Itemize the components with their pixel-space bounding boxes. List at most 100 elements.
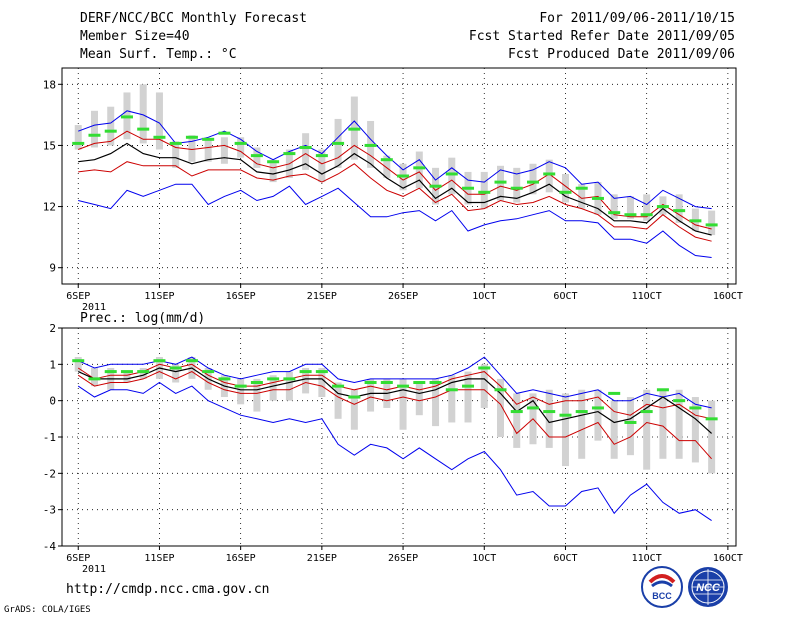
prec-x-tick-label: 16SEP bbox=[226, 553, 256, 564]
prec-max-line bbox=[77, 356, 712, 409]
prec-mean-mark bbox=[283, 377, 296, 381]
temp-spread-box bbox=[318, 149, 326, 183]
temp-spread-box bbox=[253, 147, 261, 168]
prec-mean-mark bbox=[656, 388, 669, 392]
temp-spread-box bbox=[302, 133, 310, 170]
prec-spread-box bbox=[561, 393, 569, 467]
temp-spread-box bbox=[675, 194, 683, 223]
prec-y-tick-label: 2 bbox=[49, 322, 56, 335]
temp-spread-box bbox=[415, 151, 423, 189]
temp-y-tick-label: 12 bbox=[43, 201, 56, 214]
prec-mean-mark bbox=[332, 384, 345, 388]
temp-mean-mark bbox=[380, 158, 393, 162]
temp-mean-mark bbox=[559, 190, 572, 194]
prec-y-tick-label: -4 bbox=[43, 540, 57, 553]
temp-x-tick-label: 6SEP bbox=[66, 291, 90, 302]
temp-spread-box bbox=[626, 196, 634, 219]
agency-logos: BCC NCC bbox=[641, 566, 728, 608]
prec-spread-box bbox=[367, 378, 375, 412]
prec-mean-mark bbox=[624, 420, 637, 424]
prec-spread-box bbox=[172, 364, 180, 383]
temp-mean-mark bbox=[250, 154, 263, 158]
prec-mean-mark bbox=[348, 395, 361, 399]
temp-mean-mark bbox=[656, 205, 669, 209]
temp-mean-mark bbox=[624, 213, 637, 217]
prec-spread-box bbox=[659, 389, 667, 459]
temp-mean-mark bbox=[153, 135, 166, 139]
temp-max-line bbox=[78, 110, 712, 210]
temp-mean-mark bbox=[185, 135, 198, 139]
prec-spread-box bbox=[432, 378, 440, 427]
prec-min-line bbox=[77, 381, 712, 522]
prec-mean-mark bbox=[202, 370, 215, 374]
prec-mean-mark bbox=[543, 410, 556, 414]
temp-mean-mark bbox=[494, 180, 507, 184]
prec-mean-mark bbox=[315, 370, 328, 374]
temp-mean-mark bbox=[234, 141, 247, 145]
prec-x-tick-label: 6SEP bbox=[66, 553, 90, 564]
prec-mean-mark bbox=[591, 406, 604, 410]
temp-mean-mark bbox=[429, 184, 442, 188]
temp-mean-mark bbox=[705, 223, 718, 227]
prec-mean-mark bbox=[673, 399, 686, 403]
prec-x-tick-label: 6OCT bbox=[553, 553, 577, 564]
prec-mean-mark bbox=[250, 381, 263, 384]
temp-spread-box bbox=[529, 163, 537, 195]
temp-spread-box bbox=[155, 92, 163, 150]
temp-mean-mark bbox=[591, 196, 604, 200]
temp-spread-box bbox=[269, 159, 277, 183]
temp-spread-box bbox=[204, 139, 212, 162]
prec-mean-mark bbox=[267, 377, 280, 381]
prec-spread-box bbox=[74, 357, 82, 372]
temp-spread-box bbox=[188, 135, 196, 162]
temp-mean-mark bbox=[72, 141, 85, 145]
prec-p75-line bbox=[77, 363, 712, 420]
prec-mean-mark bbox=[705, 417, 718, 421]
prec-mean-mark bbox=[494, 388, 507, 392]
temp-p75-line bbox=[78, 130, 712, 230]
temp-mean-mark bbox=[445, 172, 458, 176]
temp-spread-box bbox=[172, 141, 180, 168]
prec-x-tick-label: 1OCT bbox=[472, 553, 496, 564]
temp-spread-box bbox=[643, 194, 651, 221]
prec-mean-mark bbox=[104, 370, 117, 374]
prec-spread-box bbox=[610, 400, 618, 459]
prec-mean-mark bbox=[413, 381, 426, 384]
temp-mean-mark bbox=[673, 209, 686, 213]
temp-x-tick-label: 26SEP bbox=[388, 291, 418, 302]
prec-mean-mark bbox=[559, 413, 572, 417]
prec-mean-mark bbox=[397, 384, 410, 388]
temp-mean-mark bbox=[462, 186, 475, 190]
prec-spread-box bbox=[350, 389, 358, 430]
temp-spread-box bbox=[578, 184, 586, 209]
temp-mean-mark bbox=[104, 129, 117, 133]
bcc-logo-text: BCC bbox=[652, 591, 672, 601]
temp-mean-mark bbox=[120, 115, 133, 119]
temp-mean-mark bbox=[299, 145, 312, 149]
prec-spread-box bbox=[464, 371, 472, 423]
prec-median-line bbox=[77, 367, 713, 434]
temp-p25-line bbox=[78, 161, 712, 242]
prec-mean-mark bbox=[153, 359, 166, 363]
prec-mean-mark bbox=[640, 410, 653, 414]
prec-mean-mark bbox=[137, 370, 150, 374]
temp-min-line bbox=[78, 183, 712, 258]
temp-panel: 9 12 15 18 6SEP 11SEP 16SEP 21SEP 26SEP 1OCT 6OCT 1… bbox=[43, 67, 743, 313]
prec-y-tick-label: -1 bbox=[43, 431, 56, 444]
forecast-period: For 2011/09/06-2011/10/15 bbox=[539, 11, 735, 26]
temp-spread-box bbox=[220, 137, 228, 164]
prec-spread-box bbox=[269, 375, 277, 401]
temp-mean-mark bbox=[543, 172, 556, 176]
forecast-produced-date: Fcst Produced Date 2011/09/06 bbox=[508, 47, 735, 62]
temp-y-tick-label: 18 bbox=[43, 78, 56, 91]
temp-mean-mark bbox=[88, 133, 101, 137]
prec-mean-mark bbox=[218, 377, 231, 381]
temp-spread-box bbox=[480, 171, 488, 209]
temp-x-tick-label: 11OCT bbox=[632, 291, 662, 302]
prec-x-tick-label: 21SEP bbox=[307, 553, 337, 564]
website-url: http://cmdp.ncc.cma.gov.cn bbox=[66, 582, 270, 597]
prec-panel-title: Prec.: log(mm/d) bbox=[80, 311, 205, 326]
prec-spread-box bbox=[643, 389, 651, 470]
prec-spread-box bbox=[90, 367, 98, 387]
variable-label: Mean Surf. Temp.: °C bbox=[80, 47, 237, 62]
